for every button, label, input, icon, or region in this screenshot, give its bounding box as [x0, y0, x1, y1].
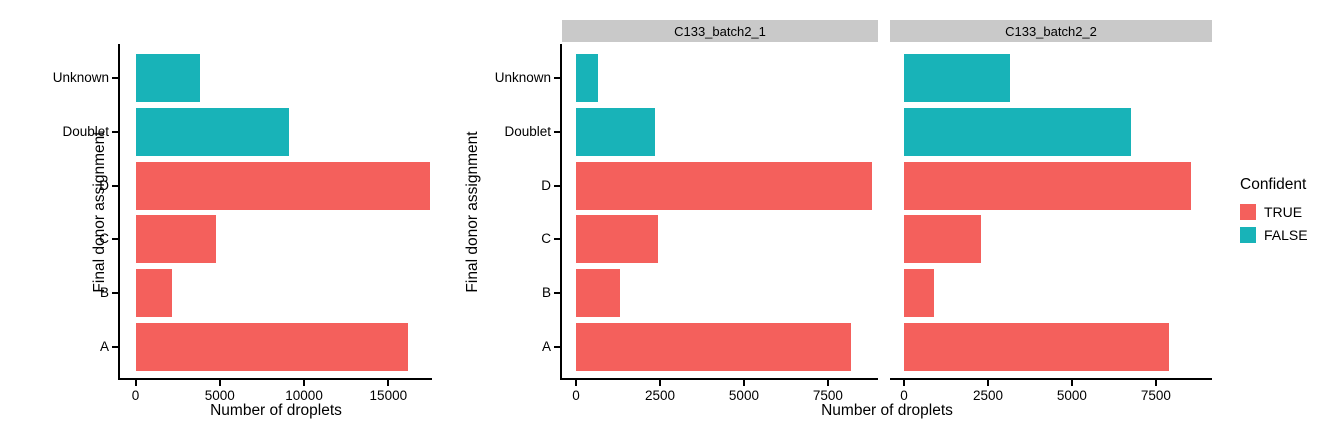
legend-entry-false: FALSE: [1240, 227, 1308, 243]
y-category-label-b: B: [541, 285, 551, 301]
legend: Confident TRUE FALSE: [1240, 176, 1308, 250]
x-tick-label: 5000: [204, 388, 235, 403]
y-category-label-unknown: Unknown: [52, 70, 109, 85]
x-tick-label: 2500: [972, 388, 1003, 403]
y-category-label-doublet: Doublet: [504, 123, 551, 139]
bar-c: [904, 215, 982, 264]
y-tick-mark: [554, 346, 560, 348]
y-category-label-b: B: [99, 285, 109, 301]
y-category-label-a: A: [99, 339, 109, 354]
x-tick-mark: [387, 380, 390, 386]
bar-b: [135, 269, 172, 318]
x-tick-label: 0: [131, 388, 140, 403]
x-tick-mark: [1154, 380, 1157, 386]
y-category-label-c: C: [541, 231, 551, 247]
y-category-label-a: A: [541, 339, 551, 354]
x-tick-label: 7500: [1140, 388, 1171, 403]
bar-d: [904, 161, 1192, 210]
bar-d: [576, 161, 872, 210]
y-tick-mark: [554, 238, 560, 241]
bar-doublet: [576, 107, 655, 156]
x-tick-mark: [134, 380, 137, 386]
bar-doublet: [135, 107, 289, 156]
x-tick-mark: [218, 380, 221, 386]
x-tick-mark: [903, 380, 905, 386]
bar-unknown: [904, 54, 1010, 102]
bar-doublet: [904, 107, 1131, 156]
y-tick-mark: [112, 130, 118, 133]
plot-panel-facet-2: [890, 44, 1212, 378]
y-category-label-d: D: [99, 177, 109, 193]
y-tick-mark: [112, 346, 118, 348]
legend-title: Confident: [1240, 176, 1307, 193]
x-axis-line: [118, 378, 432, 380]
y-axis-line: [118, 44, 120, 380]
x-tick-mark: [1070, 380, 1073, 386]
plot-panel-combined: [120, 44, 432, 378]
x-tick-label: 10000: [285, 388, 323, 403]
y-tick-mark: [554, 130, 560, 133]
y-tick-mark: [112, 292, 118, 295]
y-tick-mark: [112, 184, 118, 187]
y-category-label-d: D: [541, 177, 551, 193]
plot-panel-facet-1: [562, 44, 878, 378]
facet-strip-2: C133_batch2_2: [890, 20, 1212, 42]
legend-entry-true: TRUE: [1240, 204, 1308, 220]
x-tick-label: 5000: [728, 388, 759, 403]
x-tick-label: 5000: [1056, 388, 1087, 403]
x-tick-label: 2500: [644, 388, 675, 403]
bar-a: [135, 323, 408, 371]
x-tick-mark: [742, 380, 745, 386]
bar-c: [135, 215, 216, 264]
x-axis-line: [890, 378, 1212, 380]
legend-swatch-false-icon: [1240, 227, 1256, 243]
x-tick-mark: [303, 380, 306, 386]
bar-unknown: [135, 54, 200, 102]
legend-swatch-true-icon: [1240, 204, 1256, 220]
bar-b: [576, 269, 620, 318]
y-category-label-c: C: [99, 231, 109, 247]
bar-d: [135, 161, 430, 210]
x-axis-line: [560, 378, 878, 380]
y-category-label-doublet: Doublet: [62, 123, 109, 139]
x-tick-mark: [826, 380, 829, 386]
y-axis-title-facets: Final donor assignment: [464, 131, 481, 293]
y-category-label-unknown: Unknown: [494, 70, 551, 85]
legend-label-false: FALSE: [1264, 227, 1308, 243]
legend-label-true: TRUE: [1264, 204, 1303, 220]
x-axis-title-facets: Number of droplets: [821, 402, 953, 419]
facet-strip-1: C133_batch2_1: [562, 20, 878, 42]
x-tick-label: 15000: [369, 388, 408, 403]
bar-b: [904, 269, 935, 318]
y-tick-mark: [554, 292, 560, 295]
y-tick-mark: [554, 184, 560, 187]
bar-unknown: [576, 54, 598, 102]
x-tick-mark: [575, 380, 577, 386]
y-tick-mark: [554, 77, 560, 79]
bar-c: [576, 215, 659, 264]
y-tick-mark: [112, 238, 118, 241]
x-tick-mark: [658, 380, 661, 386]
y-tick-mark: [112, 77, 118, 79]
x-axis-title-combined: Number of droplets: [210, 402, 342, 419]
x-tick-mark: [986, 380, 989, 386]
bar-a: [576, 323, 852, 371]
bar-a: [904, 323, 1170, 371]
y-axis-line: [560, 44, 562, 380]
x-tick-label: 7500: [812, 388, 843, 403]
x-tick-label: 0: [572, 388, 580, 403]
x-tick-label: 0: [900, 388, 908, 403]
y-axis-title-combined: Final donor assignment: [91, 131, 108, 293]
